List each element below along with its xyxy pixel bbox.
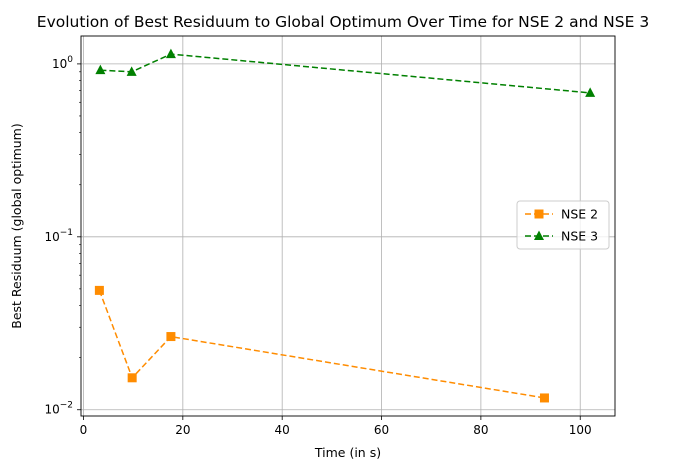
data-point-nse-3 xyxy=(165,48,176,59)
y-tick-label: 10−2 xyxy=(44,401,73,417)
data-point-nse-2 xyxy=(127,373,137,383)
data-point-nse-3 xyxy=(95,64,106,75)
legend-marker-nse-3 xyxy=(534,230,544,240)
legend: NSE 2 NSE 3 xyxy=(516,200,610,250)
data-point-nse-3 xyxy=(126,66,137,76)
y-axis-label: Best Residuum (global optimum) xyxy=(9,123,24,328)
data-point-nse-2 xyxy=(539,393,549,403)
y-axis-ticks: 10−2 10−1 100 xyxy=(44,55,81,417)
chart-title: Evolution of Best Residuum to Global Opt… xyxy=(37,13,649,31)
series-nse-3 xyxy=(95,48,596,97)
x-tick-label: 60 xyxy=(374,423,389,437)
x-tick-label: 80 xyxy=(473,423,488,437)
data-point-nse-3 xyxy=(585,87,596,97)
series-line-nse-3 xyxy=(100,53,591,94)
y-tick-label: 100 xyxy=(52,55,73,71)
x-tick-label: 40 xyxy=(275,423,290,437)
x-tick-label: 20 xyxy=(175,423,190,437)
legend-marker-nse-2 xyxy=(534,209,544,219)
series-layer xyxy=(94,48,596,403)
x-axis-ticks: 0 20 40 60 80 100 xyxy=(80,416,592,437)
x-tick-label: 100 xyxy=(569,423,592,437)
series-line-nse-2 xyxy=(98,290,545,399)
data-point-nse-2 xyxy=(166,332,176,342)
plot-frame xyxy=(80,35,616,417)
data-point-nse-2 xyxy=(94,285,104,295)
series-nse-2 xyxy=(94,285,549,403)
x-tick-label: 0 xyxy=(80,423,88,437)
legend-label-nse-2: NSE 2 xyxy=(561,207,598,222)
x-axis-label: Time (in s) xyxy=(314,445,381,460)
legend-label-nse-3: NSE 3 xyxy=(561,229,598,244)
y-tick-label: 10−1 xyxy=(44,228,73,244)
